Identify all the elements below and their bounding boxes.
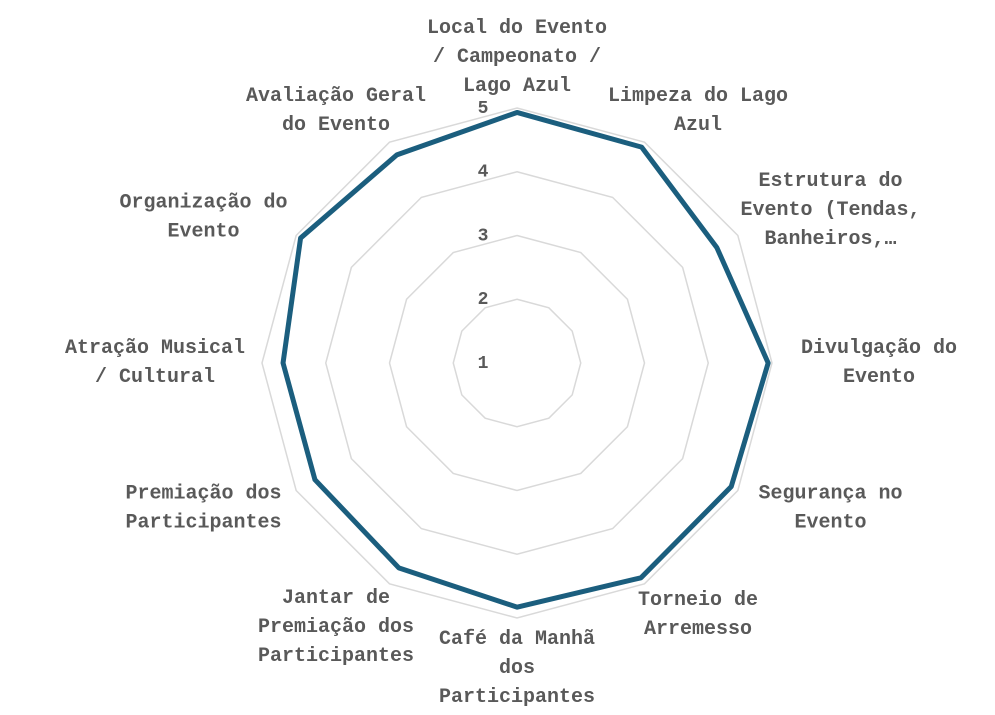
r-tick-label: 3 (478, 226, 489, 246)
category-label: Avaliação Geral do Evento (245, 84, 427, 137)
r-tick-label: 2 (478, 290, 489, 310)
category-label: Café da Manhã dos Participantes (438, 628, 596, 709)
category-label: Torneio de Arremesso (637, 589, 759, 642)
grid-ring (388, 234, 646, 492)
category-label: Estrutura do Evento (Tendas, Banheiros,… (740, 169, 921, 251)
series-line (280, 109, 771, 610)
r-tick-label: 1 (478, 354, 489, 374)
category-label: Limpeza do Lago Azul (607, 84, 789, 137)
category-label: Local do Evento / Campeonato / Lago Azul (426, 17, 608, 98)
category-label: Divulgação do Evento (800, 337, 958, 389)
r-tick-label: 4 (478, 163, 489, 183)
category-label: Premiação dos Participantes (125, 482, 282, 535)
grid-ring (452, 298, 582, 428)
category-label: Organização do Evento (119, 191, 288, 244)
grid-ring (324, 170, 710, 556)
category-label: Jantar de Premiação dos Participantes (257, 587, 415, 669)
grid-ring (261, 107, 773, 619)
r-tick-label: 5 (478, 99, 489, 119)
category-label: Segurança no Evento (758, 482, 903, 535)
category-label: Atração Musical / Cultural (64, 337, 246, 389)
